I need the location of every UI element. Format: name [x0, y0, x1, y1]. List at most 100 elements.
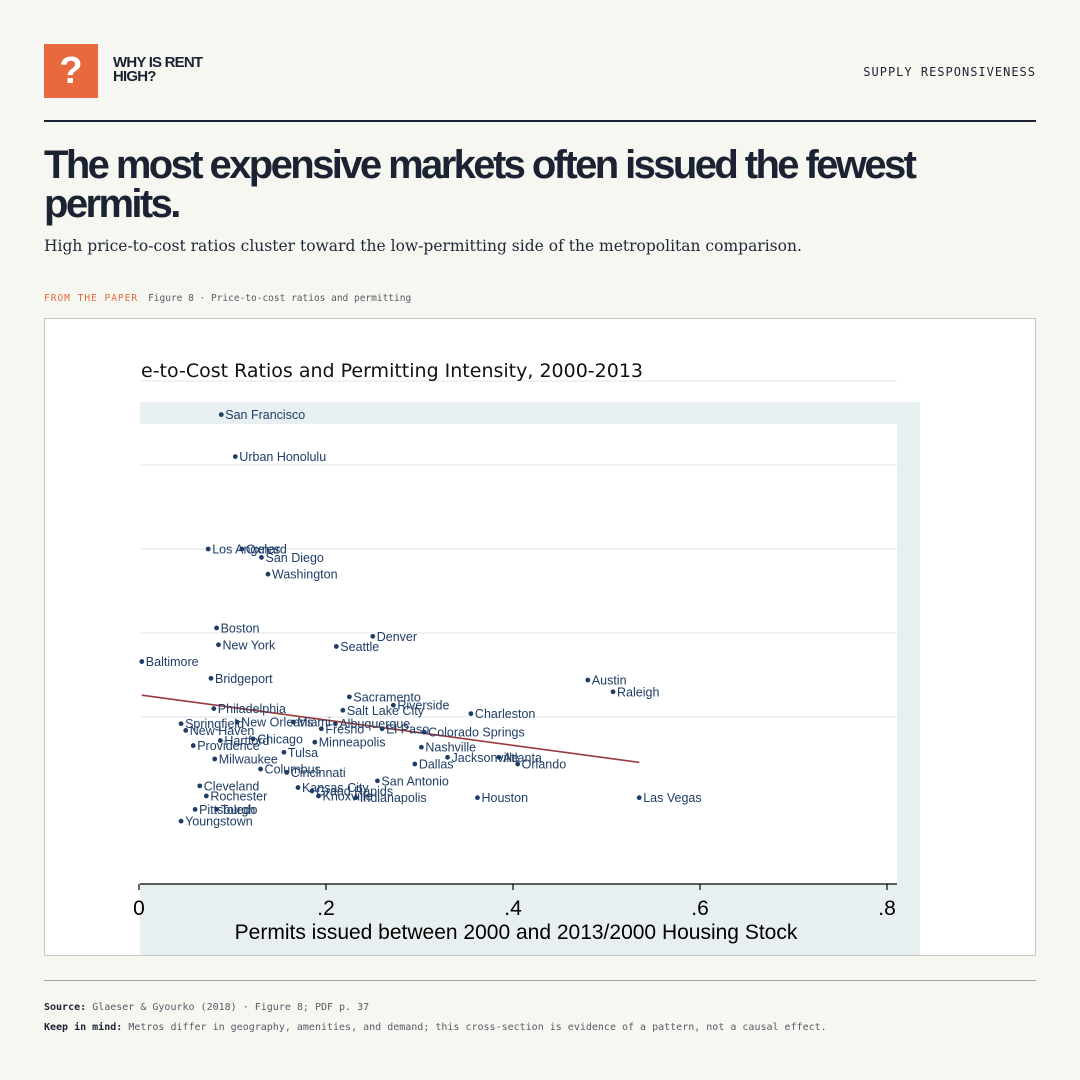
- point-marker: [515, 761, 521, 767]
- brand-name[interactable]: WHY IS RENT HIGH?: [113, 54, 203, 85]
- point-label: Houston: [481, 791, 528, 805]
- point-marker: [232, 454, 238, 459]
- point-marker: [259, 555, 264, 560]
- point-marker: [332, 721, 338, 727]
- point-marker: [445, 754, 450, 760]
- data-point: Boston: [214, 621, 260, 635]
- point-label: Indianapolis: [360, 791, 427, 805]
- fit-line-group: [141, 694, 640, 764]
- point-marker: [468, 711, 474, 717]
- point-label: Fresno: [325, 722, 364, 736]
- point-label: Los Angeles: [212, 543, 280, 557]
- point-label: El Paso: [386, 722, 429, 736]
- data-point: Raleigh: [610, 685, 659, 699]
- data-point: San Francisco: [218, 408, 305, 422]
- fit-line: [141, 694, 640, 764]
- source-line: Source: Glaeser & Gyourko (2018) · Figur…: [44, 1002, 369, 1013]
- x-axis-label: Permits issued between 2000 and 2013/200…: [235, 921, 798, 944]
- point-marker: [475, 795, 480, 801]
- chart-title: e-to-Cost Ratios and Permitting Intensit…: [141, 360, 643, 382]
- data-point: Philadelphia: [211, 702, 286, 716]
- point-marker: [211, 706, 217, 711]
- data-point: Springfield: [178, 717, 244, 731]
- subheadline: High price-to-cost ratios cluster toward…: [44, 237, 802, 255]
- point-marker: [295, 785, 301, 790]
- point-label: Colorado Springs: [428, 726, 525, 740]
- point-marker: [239, 546, 245, 552]
- data-point: Jacksonville: [445, 751, 519, 765]
- point-marker: [284, 770, 290, 775]
- point-label: Oxnard: [246, 543, 287, 557]
- point-label: Toledo: [221, 803, 258, 817]
- point-label: Urban Honolulu: [239, 450, 326, 464]
- point-label: Raleigh: [617, 685, 659, 699]
- point-label: Pittsburgh: [199, 803, 255, 817]
- point-marker: [379, 726, 385, 732]
- source-text: Glaeser & Gyourko (2018) · Figure 8; PDF…: [92, 1002, 370, 1013]
- point-label: Seattle: [340, 640, 379, 654]
- brand-logo[interactable]: ?: [44, 44, 98, 98]
- data-point: Milwaukee: [212, 753, 278, 767]
- figure-frame: 0 .2 .4 .6 .8 San Francisco Urban Honolulu Los…: [44, 318, 1036, 956]
- point-marker: [190, 743, 196, 748]
- point-label: Salt Lake City: [347, 704, 425, 718]
- data-point: Indianapolis: [353, 791, 427, 805]
- point-label: Grand Rapids: [316, 784, 393, 798]
- point-label: Nashville: [425, 741, 476, 755]
- data-point: Austin: [585, 674, 627, 688]
- scatter-chart: 0 .2 .4 .6 .8 San Francisco Urban Honolulu Los…: [133, 360, 920, 955]
- point-label: Albuquerque: [339, 717, 410, 731]
- point-label: Hartford: [224, 734, 269, 748]
- point-marker: [496, 754, 502, 760]
- headline: The most expensive markets often issued …: [44, 143, 917, 226]
- point-label: Chicago: [257, 732, 303, 746]
- point-label: Tulsa: [288, 746, 318, 760]
- section-label: SUPPLY RESPONSIVENESS: [863, 65, 1036, 79]
- header-divider: [44, 120, 1036, 122]
- point-marker: [250, 736, 256, 742]
- point-label: San Diego: [265, 551, 323, 565]
- point-label: Philadelphia: [218, 702, 286, 716]
- point-label: Rochester: [210, 789, 267, 803]
- data-point: San Antonio: [375, 774, 449, 788]
- figure-label-prefix: FROM THE PAPER: [44, 293, 139, 304]
- point-label: Providence: [197, 739, 260, 753]
- footer-divider: [44, 980, 1036, 981]
- point-marker: [318, 726, 324, 732]
- caveat-text: Metros differ in geography, amenities, a…: [128, 1022, 827, 1033]
- x-tick-label: .8: [878, 897, 896, 920]
- data-point: Providence: [190, 739, 260, 753]
- data-point: Charleston: [468, 707, 535, 721]
- point-label: New Haven: [190, 724, 255, 738]
- data-point: Columbus: [258, 763, 321, 777]
- point-label: Miami: [297, 716, 330, 730]
- data-point: Pittsburgh: [192, 803, 255, 817]
- point-marker: [178, 721, 184, 727]
- data-point: Colorado Springs: [421, 726, 525, 740]
- figure-label: FROM THE PAPER Figure 8 · Price-to-cost r…: [44, 293, 411, 304]
- data-point: Los Angeles: [205, 543, 280, 557]
- point-marker: [212, 756, 218, 762]
- data-point: New York: [216, 638, 276, 652]
- point-label: Columbus: [265, 763, 321, 777]
- caveat-label: Keep in mind:: [44, 1022, 123, 1033]
- point-marker: [192, 807, 198, 812]
- source-label: Source:: [44, 1002, 87, 1013]
- data-point: Toledo: [214, 803, 257, 817]
- point-marker: [309, 788, 315, 794]
- point-marker: [214, 807, 220, 812]
- x-tick-label: .4: [504, 897, 522, 920]
- data-point: Denver: [370, 630, 417, 644]
- point-marker: [178, 818, 184, 824]
- question-mark-icon: ?: [59, 50, 83, 92]
- point-marker: [258, 766, 263, 772]
- point-marker: [375, 778, 380, 784]
- point-label: Boston: [221, 621, 260, 635]
- data-point: El Paso: [379, 722, 429, 736]
- point-label: Jacksonville: [452, 751, 519, 765]
- data-point: Bridgeport: [208, 672, 273, 686]
- data-point: Fresno: [318, 722, 364, 736]
- point-label: Las Vegas: [643, 791, 701, 805]
- point-label: Atlanta: [503, 751, 542, 765]
- point-marker: [340, 707, 346, 713]
